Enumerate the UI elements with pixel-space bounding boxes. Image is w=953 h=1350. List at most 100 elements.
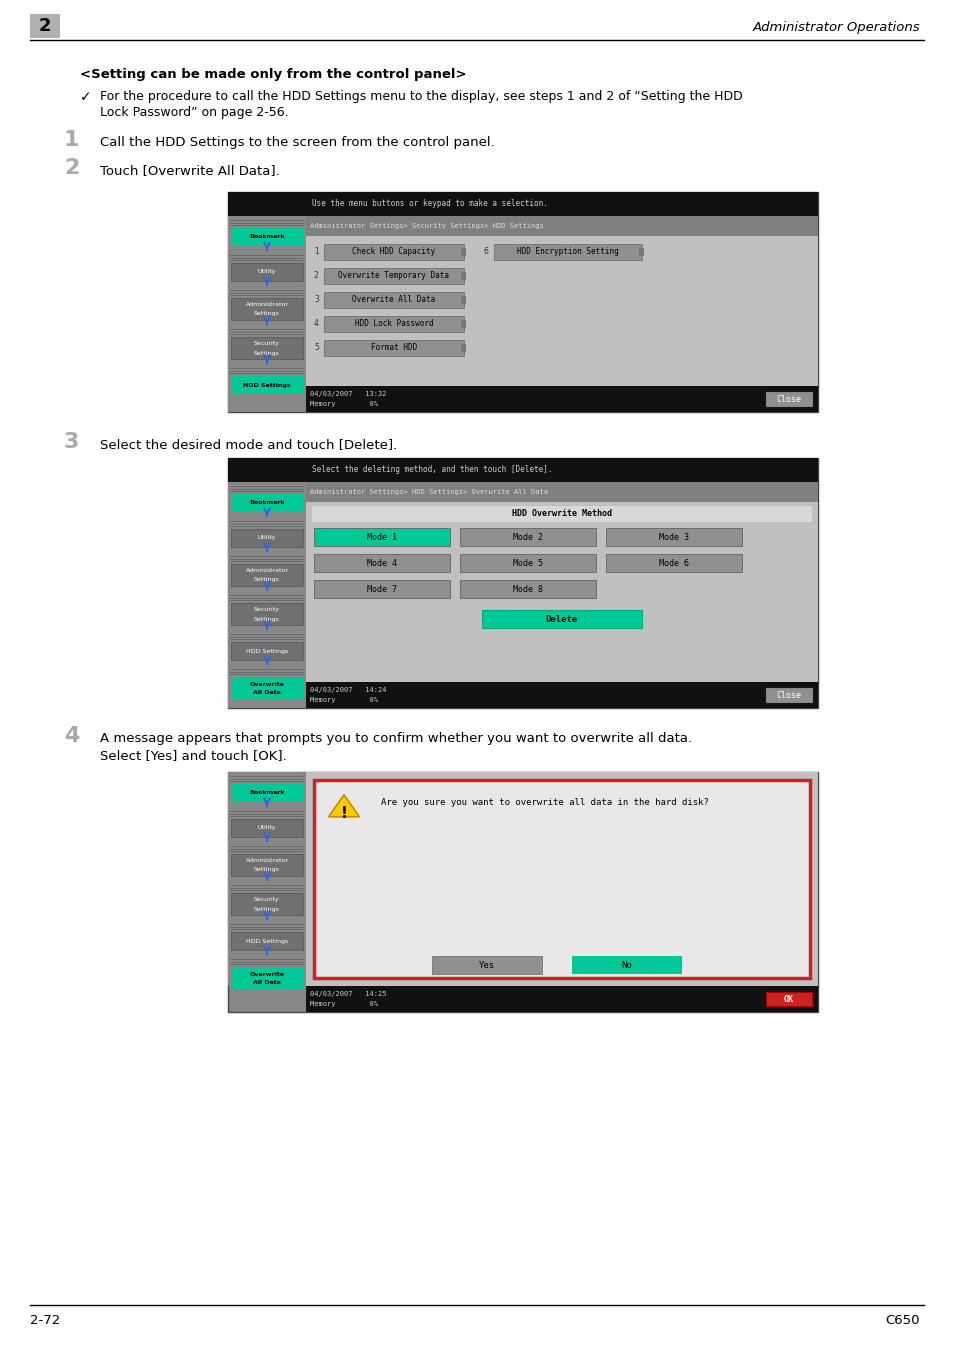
FancyBboxPatch shape [231,643,303,660]
FancyBboxPatch shape [306,216,817,236]
Text: 4: 4 [314,320,318,328]
Text: HDD Overwrite Method: HDD Overwrite Method [512,509,612,518]
FancyBboxPatch shape [231,819,303,837]
FancyBboxPatch shape [231,564,303,586]
Text: Delete: Delete [545,614,578,624]
FancyBboxPatch shape [231,298,303,320]
FancyBboxPatch shape [231,892,303,915]
FancyBboxPatch shape [460,271,465,279]
FancyBboxPatch shape [459,554,596,572]
FancyBboxPatch shape [314,580,450,598]
FancyBboxPatch shape [228,458,817,482]
Text: C650: C650 [884,1314,919,1327]
Text: Administrator: Administrator [245,568,288,574]
Text: Lock Password” on page 2-56.: Lock Password” on page 2-56. [100,107,289,119]
Text: 5: 5 [314,343,318,352]
Polygon shape [328,795,359,817]
Text: Administrator Operations: Administrator Operations [752,22,919,35]
Text: Settings: Settings [253,617,279,621]
Text: OK: OK [783,995,793,1003]
Text: Overwrite: Overwrite [250,682,284,687]
Text: 6: 6 [483,247,488,256]
Text: 1: 1 [64,130,79,150]
Text: Settings: Settings [253,578,279,582]
FancyBboxPatch shape [231,855,303,876]
FancyBboxPatch shape [306,482,817,682]
FancyBboxPatch shape [306,772,817,986]
Text: ✓: ✓ [80,90,91,104]
FancyBboxPatch shape [231,603,303,625]
FancyBboxPatch shape [228,772,817,1012]
Text: Memory        0%: Memory 0% [310,401,377,406]
Text: Select [Yes] and touch [OK].: Select [Yes] and touch [OK]. [100,749,287,761]
FancyBboxPatch shape [460,344,465,352]
FancyBboxPatch shape [306,386,817,412]
FancyBboxPatch shape [605,554,741,572]
Text: A message appears that prompts you to confirm whether you want to overwrite all : A message appears that prompts you to co… [100,732,691,745]
FancyBboxPatch shape [231,494,303,512]
Text: Mode 1: Mode 1 [367,532,396,541]
FancyBboxPatch shape [324,340,463,356]
Text: Overwrite Temporary Data: Overwrite Temporary Data [338,271,449,281]
FancyBboxPatch shape [494,244,641,261]
Text: Bookmark: Bookmark [249,791,284,795]
Text: HDD Settings: HDD Settings [243,382,291,387]
Text: 4: 4 [64,726,79,747]
FancyBboxPatch shape [639,248,643,256]
FancyBboxPatch shape [312,506,811,522]
FancyBboxPatch shape [765,688,811,702]
FancyBboxPatch shape [231,228,303,246]
FancyBboxPatch shape [324,269,463,284]
Text: Administrator Settings> HDD Settings> Overwrite All Data: Administrator Settings> HDD Settings> Ov… [310,489,547,495]
FancyBboxPatch shape [460,248,465,256]
Text: HDD Encryption Setting: HDD Encryption Setting [517,247,618,256]
Text: <Setting can be made only from the control panel>: <Setting can be made only from the contr… [80,68,466,81]
Text: 2: 2 [314,271,318,281]
Text: Security: Security [253,898,279,903]
Text: Administrator: Administrator [245,859,288,864]
Text: 2: 2 [64,158,79,178]
FancyBboxPatch shape [231,263,303,281]
FancyBboxPatch shape [459,580,596,598]
FancyBboxPatch shape [228,192,817,216]
Text: Mode 8: Mode 8 [513,585,542,594]
FancyBboxPatch shape [432,956,541,973]
FancyBboxPatch shape [228,482,306,707]
Text: Format HDD: Format HDD [371,343,416,352]
Text: Check HDD Capacity: Check HDD Capacity [352,247,436,256]
Text: Overwrite All Data: Overwrite All Data [352,296,436,305]
FancyBboxPatch shape [314,528,450,545]
Text: Mode 4: Mode 4 [367,559,396,567]
FancyBboxPatch shape [231,784,303,802]
Text: All Data: All Data [253,690,280,695]
FancyBboxPatch shape [324,316,463,332]
Text: All Data: All Data [253,980,280,986]
FancyBboxPatch shape [765,392,811,406]
Text: Mode 6: Mode 6 [659,559,688,567]
Text: Close: Close [776,690,801,699]
Text: HDD Settings: HDD Settings [246,648,288,653]
Text: Administrator Settings> Security Settings> HDD Settings: Administrator Settings> Security Setting… [310,223,543,230]
Text: Utility: Utility [257,825,276,830]
FancyBboxPatch shape [460,320,465,328]
Text: Mode 7: Mode 7 [367,585,396,594]
Text: Memory        0%: Memory 0% [310,697,377,703]
FancyBboxPatch shape [231,931,303,950]
FancyBboxPatch shape [306,682,817,707]
Text: HDD Settings: HDD Settings [246,938,288,944]
Text: Settings: Settings [253,906,279,911]
FancyBboxPatch shape [231,529,303,547]
Text: Mode 3: Mode 3 [659,532,688,541]
FancyBboxPatch shape [605,528,741,545]
FancyBboxPatch shape [231,377,303,394]
Text: Use the menu buttons or keypad to make a selection.: Use the menu buttons or keypad to make a… [312,200,547,208]
Text: Bookmark: Bookmark [249,235,284,239]
Text: 3: 3 [314,296,318,305]
FancyBboxPatch shape [228,192,817,412]
Text: Security: Security [253,342,279,347]
FancyBboxPatch shape [460,296,465,304]
Text: Are you sure you want to overwrite all data in the hard disk?: Are you sure you want to overwrite all d… [380,798,708,807]
Text: Mode 2: Mode 2 [513,532,542,541]
Text: For the procedure to call the HDD Settings menu to the display, see steps 1 and : For the procedure to call the HDD Settin… [100,90,742,103]
FancyBboxPatch shape [231,338,303,359]
